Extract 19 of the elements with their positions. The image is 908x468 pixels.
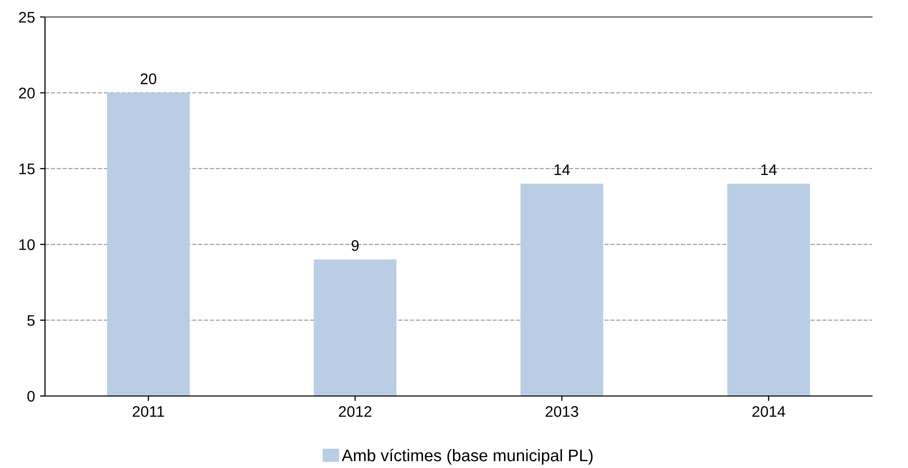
data-label: 14 [761, 164, 777, 176]
y-tick-label: 15 [19, 164, 35, 174]
y-tick-label: 25 [19, 12, 35, 23]
bar [314, 260, 396, 396]
data-label: 20 [140, 73, 156, 84]
y-tick-label: 20 [19, 88, 35, 98]
legend-label: Amb víctimes (base municipal PL) [342, 448, 593, 465]
y-tick-label: 5 [27, 315, 35, 326]
data-label: 9 [352, 240, 359, 251]
y-tick-label: 10 [19, 239, 35, 250]
x-tick-label: 2012 [338, 406, 372, 417]
bar [107, 92, 190, 396]
x-tick-label: 2011 [132, 406, 164, 417]
x-tick-label: 2014 [752, 406, 786, 417]
y-tick-label: 0 [27, 390, 35, 402]
bar [520, 184, 604, 396]
x-tick-label: 2013 [546, 406, 578, 417]
bar [727, 184, 810, 396]
data-label: 14 [554, 164, 570, 176]
